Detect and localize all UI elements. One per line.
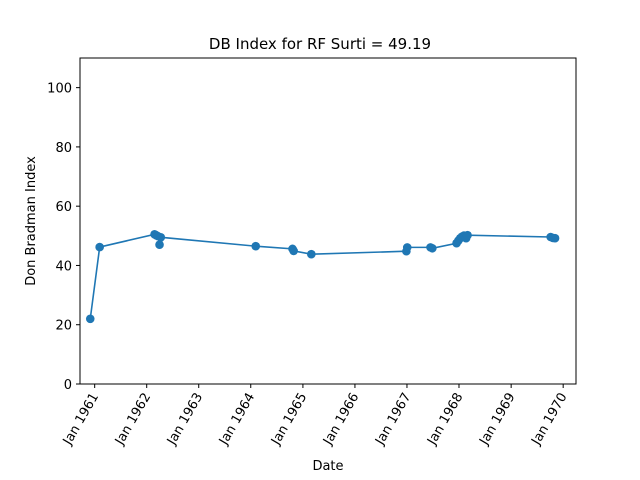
y-tick-label: 40 — [55, 259, 72, 274]
data-point — [463, 230, 472, 240]
chart-title: DB Index for RF Surti = 49.19 — [209, 35, 431, 53]
plot-area — [85, 230, 560, 324]
y-tick-label: 80 — [55, 141, 72, 156]
y-tick-label: 20 — [55, 319, 72, 334]
data-point — [550, 233, 560, 243]
data-point — [155, 240, 164, 250]
data-point — [428, 243, 437, 253]
data-point — [307, 249, 316, 259]
y-tick-label: 100 — [47, 82, 72, 97]
data-point — [95, 242, 104, 252]
data-point — [156, 233, 166, 242]
data-point — [402, 243, 412, 252]
y-tick-label: 60 — [55, 200, 72, 215]
y-tick-label: 0 — [64, 378, 72, 393]
y-axis-label: Don Bradman Index — [24, 156, 39, 286]
data-point — [85, 314, 95, 324]
data-point — [251, 241, 261, 251]
data-point — [289, 246, 298, 256]
y-axis: 0 20 40 60 80 100 — [47, 82, 80, 393]
x-axis-label: Date — [312, 459, 343, 474]
plot-frame — [79, 57, 577, 385]
